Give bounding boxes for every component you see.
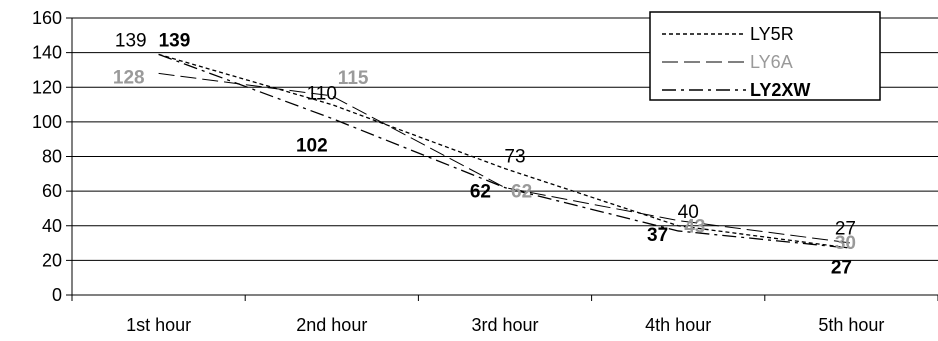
grid-layer xyxy=(72,17,938,261)
data-label-ly2xw: 37 xyxy=(647,225,668,246)
series-line-ly6a xyxy=(158,72,852,244)
data-label-ly5r: 40 xyxy=(678,202,699,223)
legend-label-ly5r: LY5R xyxy=(750,24,794,44)
y-tick-label: 120 xyxy=(32,77,62,97)
y-tick-label: 60 xyxy=(42,181,62,201)
data-label-ly5r: 110 xyxy=(307,84,337,105)
x-tick-label: 3rd hour xyxy=(471,315,538,335)
data-label-ly5r: 73 xyxy=(504,147,525,168)
axis-layer: 0 20 40 60 80 100 120 140 160 1st hour 2nd hour 3rd… xyxy=(32,8,938,335)
data-label-ly2xw: 102 xyxy=(296,135,328,156)
data-label-ly2xw: 62 xyxy=(470,182,491,203)
x-tick-label: 2nd hour xyxy=(296,315,367,335)
series-line-ly2xw xyxy=(158,53,852,249)
x-tick-label: 4th hour xyxy=(645,315,711,335)
data-label-ly6a: 62 xyxy=(511,182,532,203)
data-label-ly6a: 30 xyxy=(835,233,856,254)
data-label-ly6a: 128 xyxy=(113,67,145,88)
data-label-ly6a: 43 xyxy=(684,217,705,238)
x-tick-label: 1st hour xyxy=(126,315,191,335)
series-layer xyxy=(158,53,852,249)
data-label-ly5r: 139 xyxy=(115,30,147,51)
data-label-ly6a: 115 xyxy=(338,68,369,89)
x-tick-label: 5th hour xyxy=(818,315,884,335)
y-tick-label: 0 xyxy=(52,285,62,305)
series-line-ly5r xyxy=(158,53,852,249)
y-tick-label: 20 xyxy=(42,250,62,270)
legend-label-ly6a: LY6A xyxy=(750,52,793,72)
data-label-ly5r: 27 xyxy=(835,218,856,239)
legend-box xyxy=(649,11,881,101)
y-tick-label: 140 xyxy=(32,43,62,63)
data-label-ly2xw: 139 xyxy=(159,30,191,51)
y-tick-label: 40 xyxy=(42,216,62,236)
data-label-layer: 139 110 73 40 27 128 115 62 43 30 139 102 62 37 27 xyxy=(113,30,856,278)
y-tick-label: 100 xyxy=(32,112,62,132)
data-label-ly2xw: 27 xyxy=(831,257,852,278)
legend-label-ly2xw: LY2XW xyxy=(750,80,810,100)
y-tick-label: 80 xyxy=(42,147,62,167)
legend: LY5R LY6A LY2XW xyxy=(649,11,881,101)
y-tick-label: 160 xyxy=(32,8,62,28)
